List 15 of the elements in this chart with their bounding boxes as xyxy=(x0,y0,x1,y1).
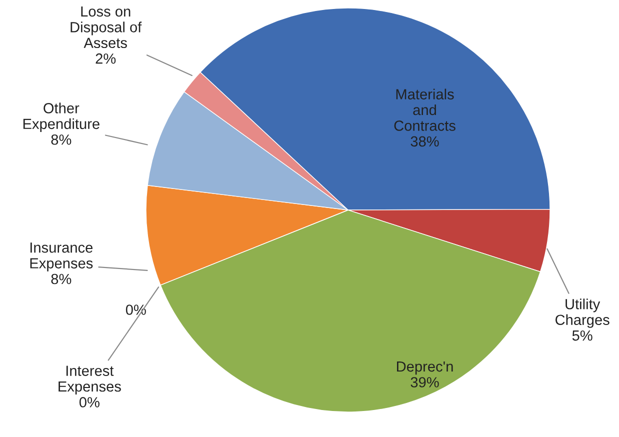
text: 0% xyxy=(79,397,100,408)
data-label: 39% xyxy=(410,377,439,388)
slice-label: Deprec'n xyxy=(397,362,453,375)
slice-label: Loss on Disposal of Assets xyxy=(70,6,142,48)
data-label: 38% xyxy=(410,136,439,147)
slice-label: Other Expenditure xyxy=(23,102,100,132)
slice-label: Materials and Contracts xyxy=(394,88,456,131)
text: 0% xyxy=(126,304,146,315)
data-label: 5% xyxy=(572,330,592,341)
data-label: 8% xyxy=(51,134,72,145)
data-label: 8% xyxy=(51,274,72,284)
slice-label: Insurance Expenses xyxy=(30,242,93,272)
slice-label: Utility Charges xyxy=(556,298,610,328)
data-label: 2% xyxy=(96,53,116,64)
category-label: Interest Expenses xyxy=(58,366,121,395)
